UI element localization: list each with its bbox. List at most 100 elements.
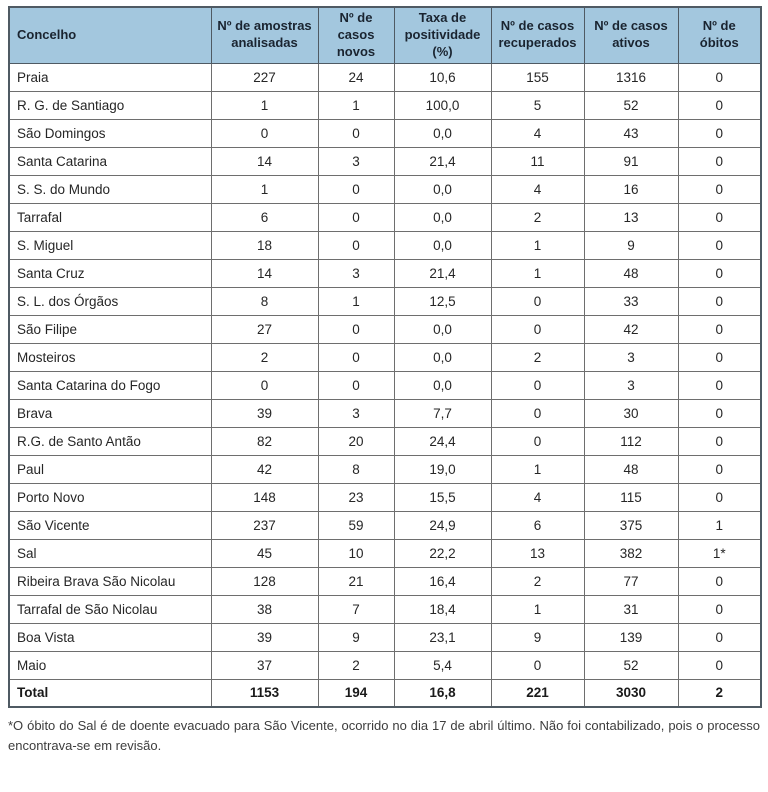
value-cell: 42 xyxy=(210,454,319,484)
value-cell: 18 xyxy=(210,230,319,260)
concelho-cell: São Filipe xyxy=(8,314,212,344)
table-row: Boa Vista 39 9 23,1 9 139 0 xyxy=(8,622,762,652)
total-value-cell: 3030 xyxy=(583,678,679,708)
concelho-cell: Tarrafal xyxy=(8,202,212,232)
value-cell: 8 xyxy=(210,286,319,316)
value-cell: 48 xyxy=(583,258,679,288)
value-cell: 24,4 xyxy=(393,426,492,456)
value-cell: 3 xyxy=(583,342,679,372)
value-cell: 38 xyxy=(210,594,319,624)
column-header-casos_novos: Nº de casos novos xyxy=(317,6,395,64)
value-cell: 2 xyxy=(210,342,319,372)
concelho-cell: Mosteiros xyxy=(8,342,212,372)
concelho-cell: Santa Cruz xyxy=(8,258,212,288)
value-cell: 0 xyxy=(490,286,585,316)
value-cell: 24 xyxy=(317,62,395,92)
value-cell: 3 xyxy=(317,146,395,176)
value-cell: 43 xyxy=(583,118,679,148)
concelho-cell: S. S. do Mundo xyxy=(8,174,212,204)
value-cell: 0 xyxy=(677,482,762,512)
value-cell: 33 xyxy=(583,286,679,316)
value-cell: 1 xyxy=(210,174,319,204)
value-cell: 0 xyxy=(677,398,762,428)
table-row: R.G. de Santo Antão 82 20 24,4 0 112 0 xyxy=(8,426,762,456)
value-cell: 16,4 xyxy=(393,566,492,596)
value-cell: 27 xyxy=(210,314,319,344)
value-cell: 2 xyxy=(490,342,585,372)
value-cell: 15,5 xyxy=(393,482,492,512)
concelho-cell: Maio xyxy=(8,650,212,680)
value-cell: 18,4 xyxy=(393,594,492,624)
table-row: S. Miguel 18 0 0,0 1 9 0 xyxy=(8,230,762,260)
table-row: Ribeira Brava São Nicolau 128 21 16,4 2 77 0 xyxy=(8,566,762,596)
column-header-casos_recuperados: Nº de casos recuperados xyxy=(490,6,585,64)
table-row: Tarrafal de São Nicolau 38 7 18,4 1 31 0 xyxy=(8,594,762,624)
value-cell: 128 xyxy=(210,566,319,596)
value-cell: 0,0 xyxy=(393,174,492,204)
value-cell: 3 xyxy=(317,258,395,288)
value-cell: 23 xyxy=(317,482,395,512)
total-row: Total 1153 194 16,8 221 3030 2 xyxy=(8,678,762,708)
value-cell: 13 xyxy=(583,202,679,232)
value-cell: 375 xyxy=(583,510,679,540)
value-cell: 5 xyxy=(490,90,585,120)
value-cell: 0 xyxy=(677,202,762,232)
value-cell: 16 xyxy=(583,174,679,204)
table-row: S. L. dos Órgãos 8 1 12,5 0 33 0 xyxy=(8,286,762,316)
value-cell: 7 xyxy=(317,594,395,624)
value-cell: 12,5 xyxy=(393,286,492,316)
table-row: Paul 42 8 19,0 1 48 0 xyxy=(8,454,762,484)
value-cell: 91 xyxy=(583,146,679,176)
value-cell: 0 xyxy=(677,342,762,372)
table-row: Santa Cruz 14 3 21,4 1 48 0 xyxy=(8,258,762,288)
value-cell: 1316 xyxy=(583,62,679,92)
value-cell: 0 xyxy=(677,174,762,204)
value-cell: 2 xyxy=(490,202,585,232)
value-cell: 39 xyxy=(210,622,319,652)
table-row: Santa Catarina 14 3 21,4 11 91 0 xyxy=(8,146,762,176)
concelho-cell: Sal xyxy=(8,538,212,568)
table-row: R. G. de Santiago 1 1 100,0 5 52 0 xyxy=(8,90,762,120)
value-cell: 0 xyxy=(677,146,762,176)
value-cell: 0 xyxy=(677,594,762,624)
value-cell: 0 xyxy=(210,118,319,148)
value-cell: 45 xyxy=(210,538,319,568)
value-cell: 52 xyxy=(583,650,679,680)
value-cell: 0 xyxy=(490,398,585,428)
value-cell: 0 xyxy=(677,370,762,400)
value-cell: 0,0 xyxy=(393,230,492,260)
column-header-taxa_positividade: Taxa de positividade (%) xyxy=(393,6,492,64)
total-label-cell: Total xyxy=(8,678,212,708)
value-cell: 20 xyxy=(317,426,395,456)
value-cell: 0 xyxy=(317,202,395,232)
value-cell: 23,1 xyxy=(393,622,492,652)
table-row: São Filipe 27 0 0,0 0 42 0 xyxy=(8,314,762,344)
table-row: Mosteiros 2 0 0,0 2 3 0 xyxy=(8,342,762,372)
table-row: S. S. do Mundo 1 0 0,0 4 16 0 xyxy=(8,174,762,204)
table-row: Maio 37 2 5,4 0 52 0 xyxy=(8,650,762,680)
value-cell: 0 xyxy=(677,286,762,316)
value-cell: 11 xyxy=(490,146,585,176)
value-cell: 9 xyxy=(317,622,395,652)
value-cell: 100,0 xyxy=(393,90,492,120)
concelho-cell: Boa Vista xyxy=(8,622,212,652)
value-cell: 59 xyxy=(317,510,395,540)
table-row: São Domingos 0 0 0,0 4 43 0 xyxy=(8,118,762,148)
value-cell: 139 xyxy=(583,622,679,652)
value-cell: 2 xyxy=(490,566,585,596)
concelho-cell: S. L. dos Órgãos xyxy=(8,286,212,316)
value-cell: 2 xyxy=(317,650,395,680)
table-row: Tarrafal 6 0 0,0 2 13 0 xyxy=(8,202,762,232)
value-cell: 21 xyxy=(317,566,395,596)
value-cell: 0 xyxy=(317,174,395,204)
value-cell: 115 xyxy=(583,482,679,512)
column-header-obitos: Nº de óbitos xyxy=(677,6,762,64)
value-cell: 0 xyxy=(677,650,762,680)
column-header-casos_ativos: Nº de casos ativos xyxy=(583,6,679,64)
total-value-cell: 194 xyxy=(317,678,395,708)
value-cell: 77 xyxy=(583,566,679,596)
concelho-cell: Brava xyxy=(8,398,212,428)
table-row: Sal 45 10 22,2 13 382 1* xyxy=(8,538,762,568)
total-value-cell: 16,8 xyxy=(393,678,492,708)
value-cell: 4 xyxy=(490,482,585,512)
